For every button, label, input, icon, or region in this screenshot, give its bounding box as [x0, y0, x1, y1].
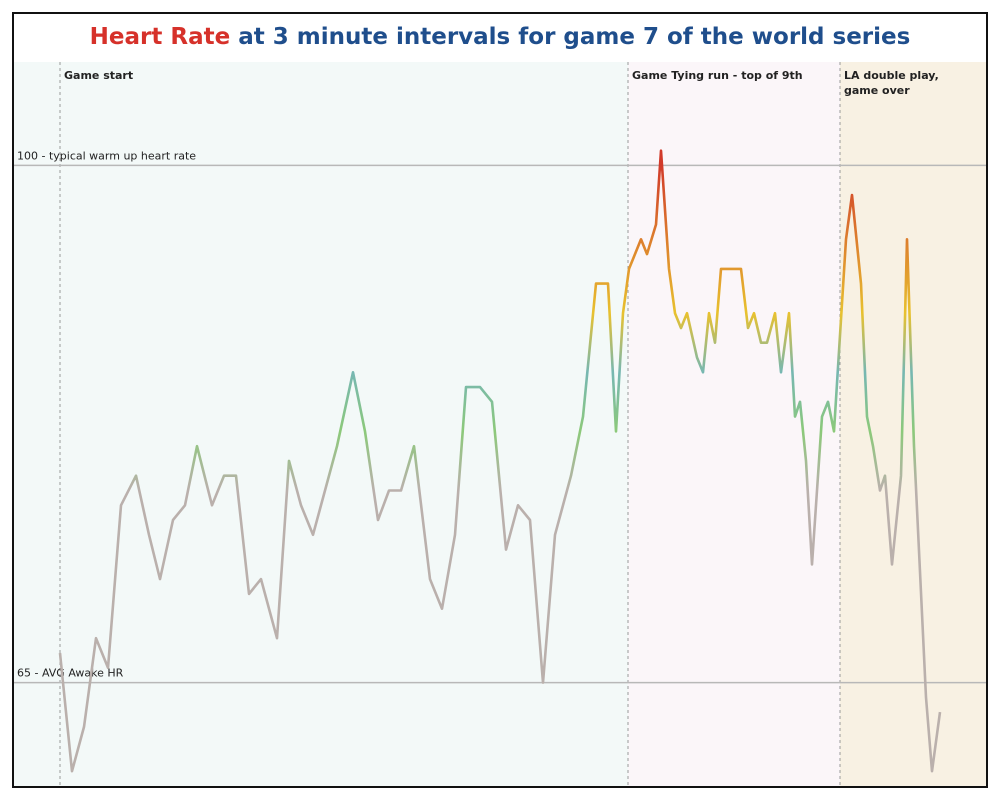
reference-label: 65 - AVG Awake HR — [17, 667, 124, 680]
annotation-label: LA double play, — [844, 69, 939, 82]
background-band — [60, 62, 628, 786]
annotation-label: game over — [844, 84, 910, 97]
heart-rate-line — [58, 149, 942, 773]
reference-label: 100 - typical warm up heart rate — [17, 149, 196, 162]
chart-title: Heart Rate at 3 minute intervals for gam… — [90, 24, 911, 50]
annotation-label: Game Tying run - top of 9th — [632, 69, 803, 82]
annotation-label: Game start — [64, 69, 133, 82]
title-rest: at 3 minute intervals for game 7 of the … — [238, 24, 910, 50]
background-band — [14, 62, 60, 786]
title-highlight: Heart Rate — [90, 24, 231, 50]
